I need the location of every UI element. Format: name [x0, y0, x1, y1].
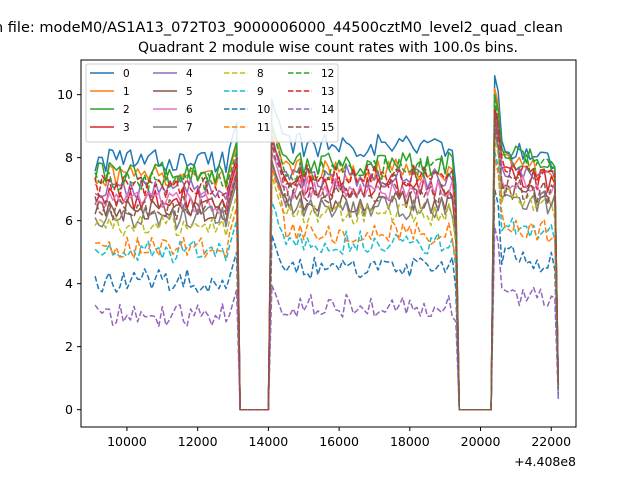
legend-label-9: 9: [257, 86, 264, 98]
legend-label-15: 15: [321, 122, 334, 134]
series-line-10: [94, 188, 560, 411]
plot-series-group: [94, 75, 560, 411]
legend-label-13: 13: [321, 86, 334, 98]
x-tick-label: 10000: [107, 434, 147, 449]
legend-label-1: 1: [123, 86, 130, 98]
legend-label-14: 14: [321, 104, 335, 116]
y-tick-label: 2: [65, 339, 73, 354]
legend-label-0: 0: [123, 68, 130, 80]
x-tick-label: 20000: [461, 434, 501, 449]
legend-label-4: 4: [186, 68, 193, 80]
legend-frame: [85, 63, 339, 143]
legend-label-3: 3: [123, 122, 130, 134]
legend-label-2: 2: [123, 104, 130, 116]
series-line-3: [94, 106, 560, 411]
axes-frame: [80, 59, 577, 428]
x-tick-label: 12000: [178, 434, 218, 449]
series-line-8: [94, 138, 560, 411]
series-line-14: [94, 226, 560, 411]
figure-suptitle: n file: modeM0/AS1A13_072T03_9000006000_…: [0, 20, 563, 36]
x-tick-label: 22000: [531, 434, 571, 449]
legend-label-7: 7: [186, 122, 193, 134]
legend-label-5: 5: [186, 86, 193, 98]
x-tick-label: 16000: [319, 434, 359, 449]
legend-label-6: 6: [186, 104, 193, 116]
y-tick-label: 0: [65, 402, 73, 417]
y-tick-label: 6: [65, 213, 73, 228]
y-tick-label: 10: [57, 87, 73, 102]
legend-label-10: 10: [257, 104, 270, 116]
x-axis: 10000 12000 14000 16000 18000 20000 22000: [107, 427, 571, 449]
chart-title: Quadrant 2 module wise count rates with …: [138, 40, 518, 56]
x-tick-label: 18000: [390, 434, 430, 449]
series-line-12: [94, 100, 560, 411]
y-tick-label: 8: [65, 150, 73, 165]
x-tick-label: 14000: [249, 434, 289, 449]
legend-label-12: 12: [321, 68, 334, 80]
legend-label-8: 8: [257, 68, 264, 80]
series-line-4: [94, 112, 560, 411]
series-line-15: [94, 125, 560, 411]
y-tick-label: 4: [65, 276, 73, 291]
x-axis-offset-label: +4.408e8: [514, 454, 576, 469]
legend-label-11: 11: [257, 122, 270, 134]
y-axis: 0 2 4 6 8 10: [57, 87, 81, 417]
